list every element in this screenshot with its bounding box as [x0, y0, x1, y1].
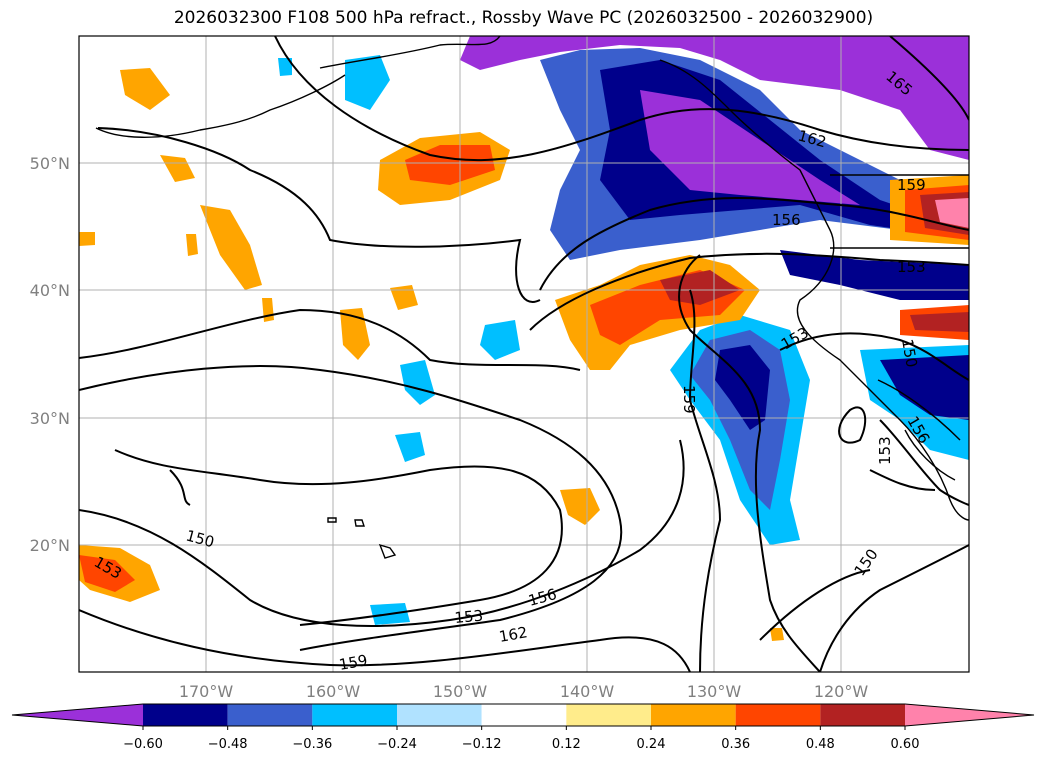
colorbar-tick-label: −0.48 [208, 737, 248, 752]
colorbar-segment [143, 704, 228, 726]
colorbar-segment [820, 704, 905, 726]
colorbar-tick-label: 0.48 [806, 737, 835, 752]
contour-label: 153 [897, 258, 926, 276]
coastlines [95, 36, 969, 559]
lat-label: 40°N [30, 281, 70, 300]
colorbar-segment [227, 704, 313, 726]
lat-label: 20°N [30, 536, 70, 555]
contour-label: 159 [897, 176, 926, 194]
colorbar: −0.60 −0.48 −0.36 −0.24 −0.12 0.12 0.24 0.36 0.4… [11, 703, 1035, 752]
latitude-labels: 50°N 40°N 30°N 20°N [30, 154, 70, 555]
contour-label: 150 [898, 338, 921, 369]
longitude-labels: 170°W 160°W 150°W 140°W 130°W 120°W [179, 682, 869, 701]
colorbar-tick-label: −0.12 [462, 737, 502, 752]
map-area [79, 36, 969, 672]
lon-label: 140°W [560, 682, 615, 701]
colorbar-segment [651, 704, 736, 726]
colorbar-tick-label: −0.60 [123, 737, 163, 752]
lon-label: 170°W [179, 682, 234, 701]
contour-label: 159 [680, 385, 698, 414]
contour-label: 153 [876, 436, 894, 465]
contour-label: 162 [498, 623, 529, 646]
lon-label: 130°W [687, 682, 742, 701]
contour-label: 156 [772, 211, 801, 229]
lon-label: 160°W [306, 682, 361, 701]
map-frame [78, 35, 970, 673]
colorbar-segment [481, 704, 567, 726]
colorbar-tick-label: −0.24 [377, 737, 417, 752]
colorbar-arrow-left [12, 704, 143, 726]
contour-label: 153 [454, 607, 484, 627]
colorbar-segment [312, 704, 397, 726]
colorbar-tick-label: 0.24 [637, 737, 666, 752]
lon-label: 120°W [814, 682, 869, 701]
contour-label: 159 [338, 651, 369, 674]
lat-label: 30°N [30, 409, 70, 428]
colorbar-tick-label: −0.36 [292, 737, 332, 752]
colorbar-segment [735, 704, 821, 726]
map-title: 2026032300 F108 500 hPa refract., Rossby… [173, 8, 874, 28]
colorbar-tick-label: 0.12 [552, 737, 581, 752]
colorbar-arrow-right [905, 704, 1034, 726]
colorbar-tick-label: 0.60 [891, 737, 920, 752]
height-contours [79, 36, 969, 672]
lat-label: 50°N [30, 154, 70, 173]
colorbar-tick-label: 0.36 [721, 737, 750, 752]
colorbar-segment [397, 704, 482, 726]
colorbar-segment [566, 704, 651, 726]
lon-label: 150°W [433, 682, 488, 701]
